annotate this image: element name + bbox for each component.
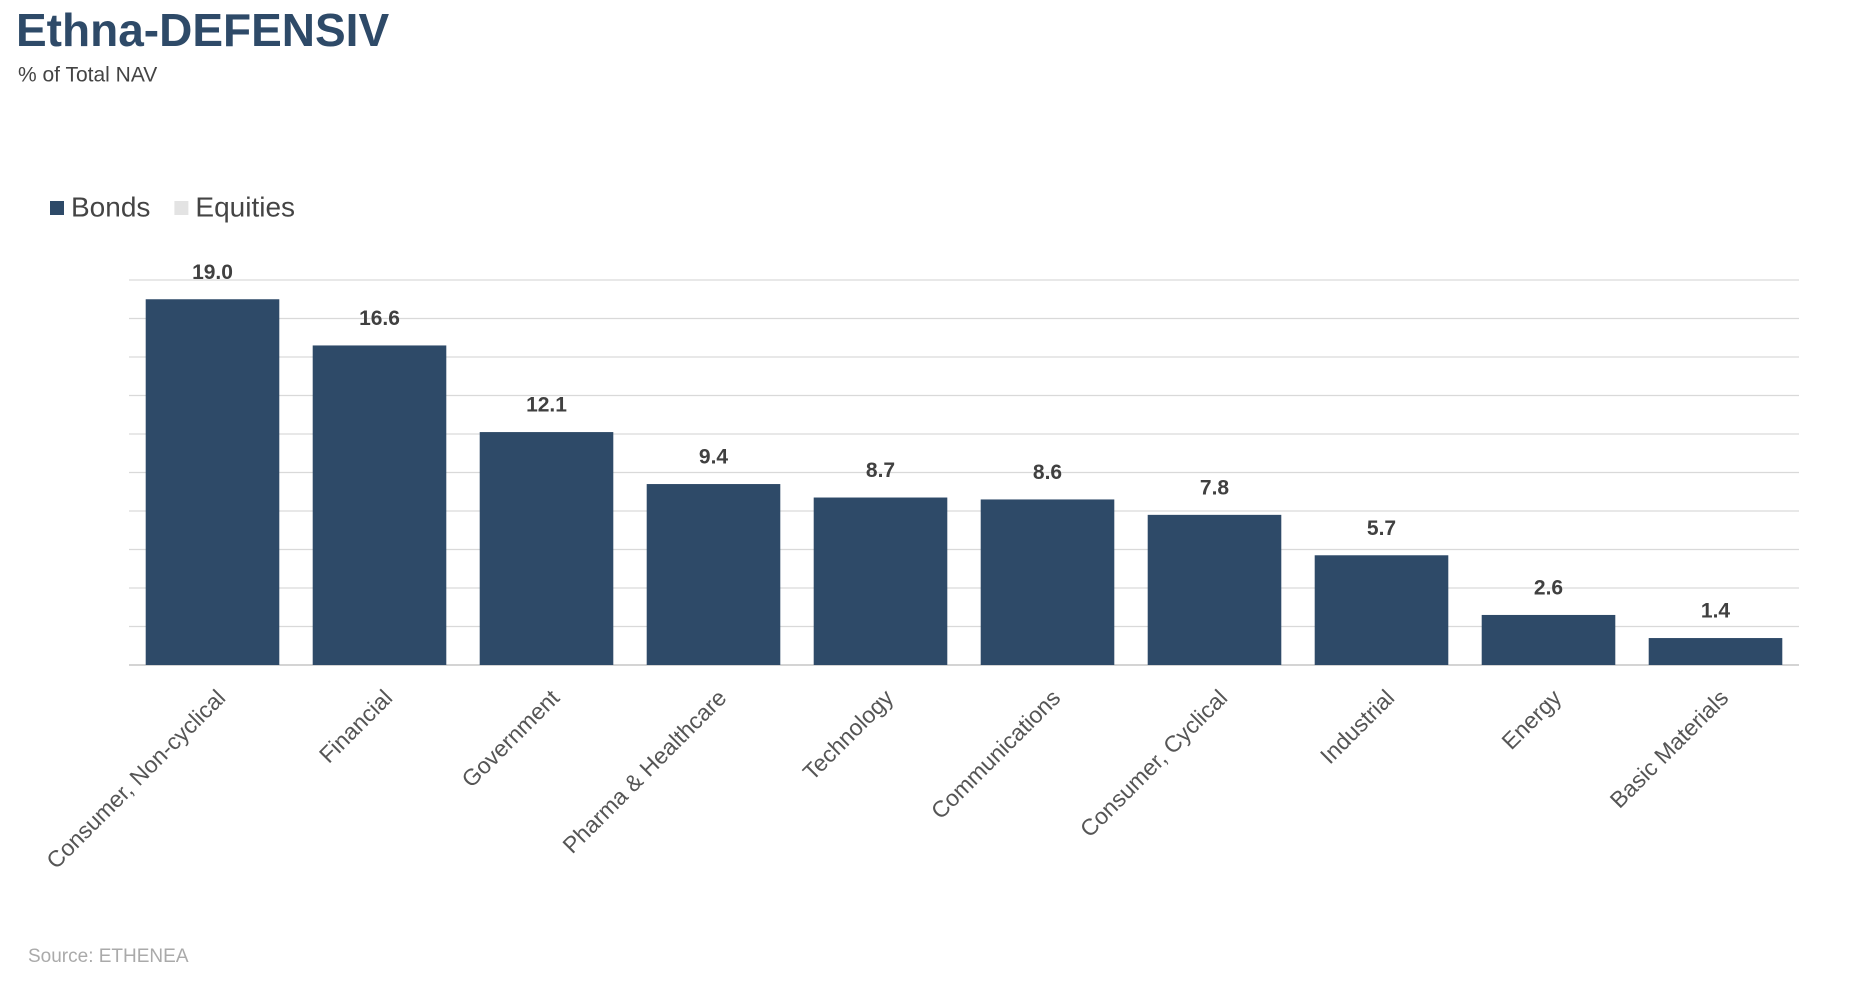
- bar: [1648, 638, 1783, 665]
- bar: [1147, 514, 1282, 665]
- data-label: 8.7: [866, 459, 895, 482]
- x-tick-label: Basic Materials: [1605, 684, 1734, 813]
- data-label: 19.0: [192, 261, 233, 284]
- x-tick-label: Pharma & Healthcare: [557, 684, 731, 858]
- bar: [312, 345, 447, 665]
- x-tick-label: Communications: [926, 684, 1066, 824]
- chart-subtitle: % of Total NAV: [18, 64, 157, 87]
- legend-label: Bonds: [71, 191, 150, 222]
- bar: [813, 497, 948, 665]
- legend-swatch: [50, 201, 64, 215]
- bar: [479, 432, 614, 665]
- data-label: 12.1: [526, 394, 567, 417]
- bar: [145, 299, 280, 665]
- chart-title: Ethna-DEFENSIV: [16, 4, 389, 56]
- data-label: 9.4: [699, 446, 729, 469]
- legend-swatch: [174, 201, 189, 215]
- data-label: 1.4: [1701, 600, 1731, 623]
- x-tick-label: Energy: [1496, 684, 1566, 754]
- x-tick-label: Consumer, Non-cyclical: [41, 684, 230, 873]
- bar: [646, 484, 781, 665]
- bar: [1481, 614, 1616, 665]
- data-label: 2.6: [1534, 576, 1563, 599]
- source: Source: ETHENEA: [28, 946, 189, 967]
- data-label: 16.6: [359, 307, 400, 330]
- data-label: 5.7: [1367, 517, 1396, 540]
- x-tick-label: Consumer, Cyclical: [1075, 684, 1233, 842]
- bar: [980, 499, 1115, 665]
- x-tick-label: Technology: [798, 684, 899, 785]
- x-tick-label: Financial: [314, 684, 397, 767]
- legend-label: Equities: [195, 191, 295, 222]
- bar: [1314, 555, 1449, 665]
- x-tick-label: Government: [456, 684, 564, 792]
- data-label: 7.8: [1200, 476, 1230, 499]
- x-tick-label: Industrial: [1315, 684, 1399, 768]
- data-label: 8.6: [1033, 461, 1062, 484]
